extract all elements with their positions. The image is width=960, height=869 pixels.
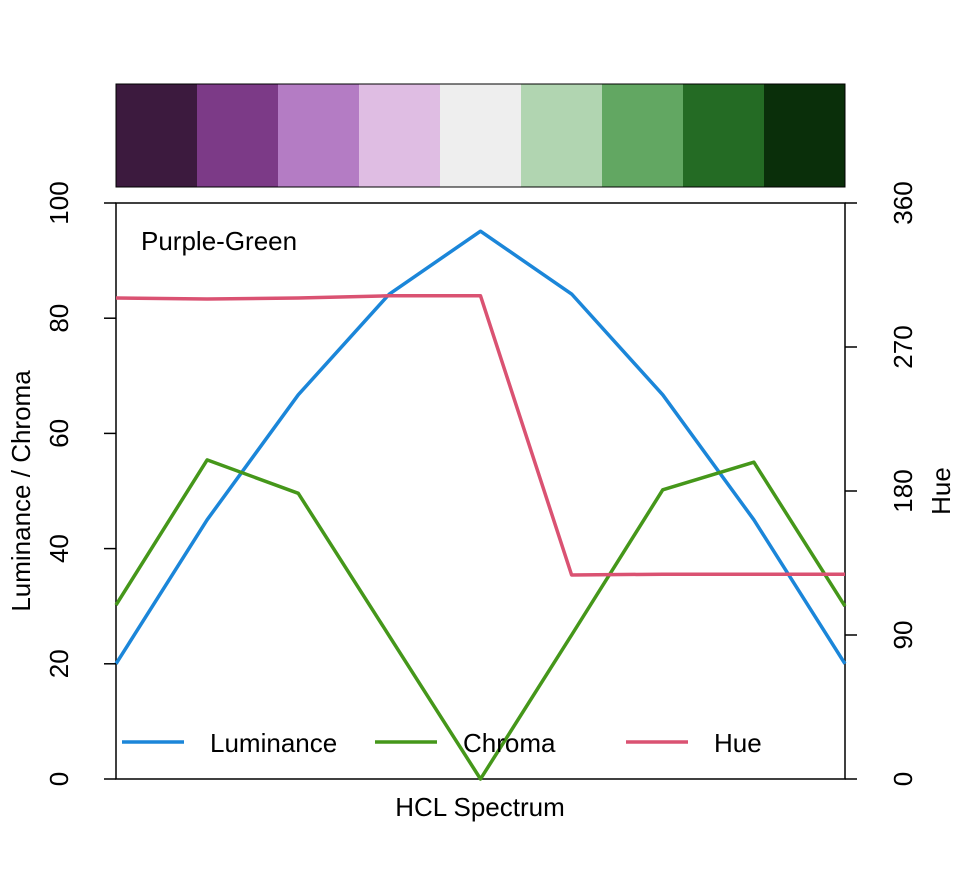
chart-title: Purple-Green: [141, 226, 297, 256]
y-right-tick-label: 0: [888, 772, 918, 786]
palette-swatch: [116, 84, 198, 187]
series-line-chroma: [114, 458, 847, 781]
y-axis-right-label: Hue: [926, 467, 956, 515]
axes: 0 20 40 60 80 100 0 90 180 270 360: [44, 181, 918, 786]
legend-label-chroma: Chroma: [463, 728, 556, 758]
palette-swatch: [197, 84, 279, 187]
y-tick-label: 40: [44, 534, 74, 563]
plot-frame: [115, 202, 846, 780]
legend: Luminance Chroma Hue: [122, 728, 762, 758]
y-tick-label: 60: [44, 419, 74, 448]
palette-swatch: [764, 84, 846, 187]
y-right-tick-label: 360: [888, 181, 918, 224]
palette-swatch: [683, 84, 765, 187]
series-line-hue: [115, 294, 845, 577]
palette-swatches: [116, 84, 846, 187]
palette-border: [115, 83, 846, 188]
y-axis-label: Luminance / Chroma: [6, 370, 36, 612]
y-tick-label: 20: [44, 649, 74, 678]
y-right-tick-label: 180: [888, 469, 918, 512]
x-axis-label: HCL Spectrum: [395, 792, 565, 822]
legend-label-hue: Hue: [714, 728, 762, 758]
y-right-tick-label: 90: [888, 621, 918, 650]
y-tick-label: 80: [44, 304, 74, 333]
y-tick-label: 0: [44, 772, 74, 786]
palette-swatch: [278, 84, 360, 187]
series-line-luminance: [114, 229, 847, 665]
palette-swatch: [359, 84, 441, 187]
legend-label-luminance: Luminance: [210, 728, 337, 758]
palette-swatch: [602, 84, 684, 187]
y-right-tick-label: 270: [888, 325, 918, 368]
palette-swatch: [440, 84, 522, 187]
y-tick-label: 100: [44, 181, 74, 224]
palette-swatch: [521, 84, 603, 187]
series-lines: [114, 229, 847, 781]
